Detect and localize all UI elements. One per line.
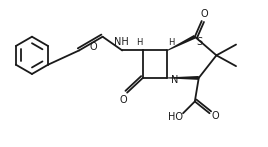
Polygon shape [167,76,199,80]
Text: O: O [201,9,209,19]
Text: N: N [170,75,178,85]
Text: O: O [212,111,219,121]
Polygon shape [167,35,196,51]
Text: O: O [90,41,98,51]
Text: O: O [120,96,127,106]
Text: S: S [197,37,203,47]
Text: HO: HO [168,112,183,122]
Text: H: H [136,38,142,47]
Text: H: H [168,38,174,47]
Text: NH: NH [114,37,129,47]
